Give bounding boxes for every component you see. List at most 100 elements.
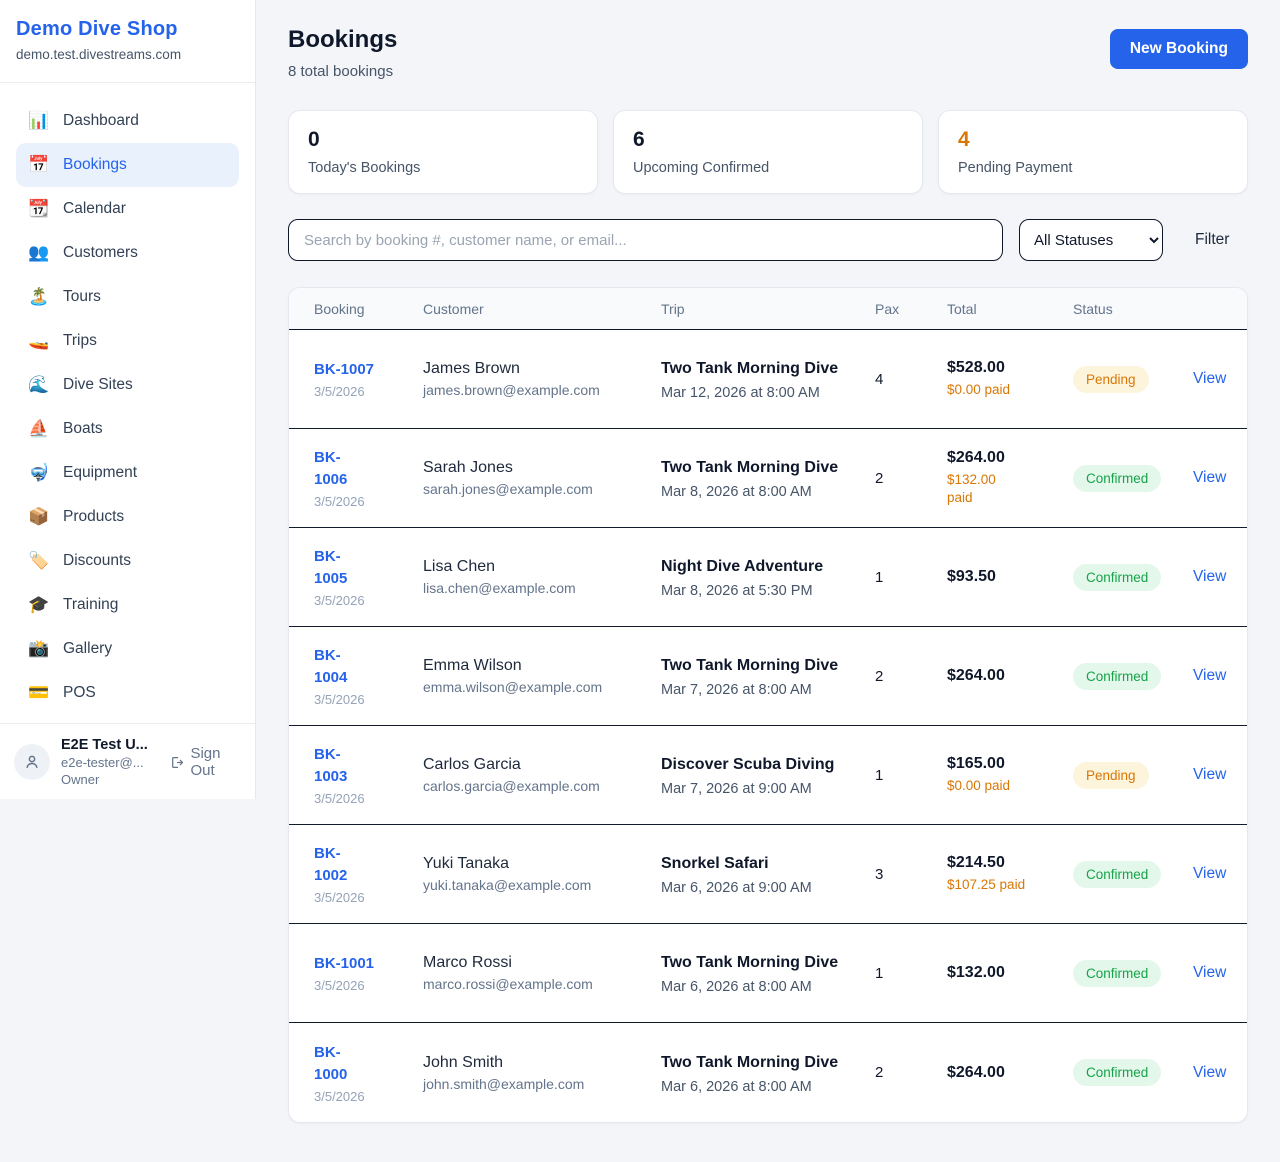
booking-date: 3/5/2026 <box>314 593 365 608</box>
total-amount: $264.00 <box>947 667 1005 684</box>
view-link[interactable]: View <box>1193 469 1227 486</box>
booking-id-link[interactable]: BK- 1003 <box>314 746 348 785</box>
filter-button[interactable]: Filter <box>1195 231 1230 248</box>
trip-name: Two Tank Morning Dive <box>661 459 839 476</box>
sidebar-item-boats[interactable]: ⛵ Boats <box>16 407 239 451</box>
sidebar-item-label: Bookings <box>63 156 127 173</box>
booking-id-link[interactable]: BK- 1002 <box>314 845 348 884</box>
wave-icon: 🌊 <box>28 375 50 394</box>
booking-date: 3/5/2026 <box>314 978 365 993</box>
booking-id-link[interactable]: BK- 1004 <box>314 647 348 686</box>
package-icon: 📦 <box>28 507 50 526</box>
pax-count: 2 <box>875 667 884 685</box>
booking-id-link[interactable]: BK- 1005 <box>314 548 348 587</box>
sidebar-item-pos[interactable]: 💳 POS <box>16 671 239 715</box>
sidebar-item-label: Tours <box>63 288 101 305</box>
booking-date: 3/5/2026 <box>314 1088 365 1104</box>
view-link[interactable]: View <box>1193 370 1227 387</box>
stat-label: Today's Bookings <box>308 160 421 176</box>
trip-datetime: Mar 12, 2026 at 8:00 AM <box>661 385 820 401</box>
sidebar-item-products[interactable]: 📦 Products <box>16 495 239 539</box>
sidebar-item-label: Gallery <box>63 640 113 657</box>
status-badge: Confirmed <box>1073 959 1162 987</box>
trip-name: Two Tank Morning Dive <box>661 360 839 377</box>
customer-email: james.brown@example.com <box>423 382 600 398</box>
customer-email: john.smith@example.com <box>423 1075 585 1092</box>
sidebar-item-label: Boats <box>63 420 103 437</box>
sidebar-item-bookings[interactable]: 📅 Bookings <box>16 143 239 187</box>
trip-name: Night Dive Adventure <box>661 558 824 575</box>
sign-out-button[interactable]: Sign Out <box>169 745 241 779</box>
customer-name: Carlos Garcia <box>423 756 521 773</box>
status-badge: Confirmed <box>1073 563 1162 591</box>
credit-card-icon: 💳 <box>28 683 50 702</box>
search-input[interactable] <box>288 219 1003 261</box>
calendar-icon: 📆 <box>28 199 50 218</box>
status-badge: Confirmed <box>1073 662 1162 690</box>
total-amount: $214.50 <box>947 854 1005 871</box>
sidebar-item-label: Discounts <box>63 552 132 569</box>
stats-cards: 0 Today's Bookings 6 Upcoming Confirmed … <box>288 110 1248 194</box>
table-row: BK- 1006 3/5/2026 Sarah Jones sarah.jone… <box>289 429 1247 528</box>
brand-domain: demo.test.divestreams.com <box>16 47 182 62</box>
trip-datetime: Mar 7, 2026 at 8:00 AM <box>661 682 812 698</box>
user-info: E2E Test U... e2e-tester@... Owner <box>61 737 156 787</box>
booking-id-link[interactable]: BK- 1006 <box>314 449 348 488</box>
stat-value: 6 <box>633 128 645 151</box>
status-badge: Pending <box>1073 365 1149 393</box>
booking-date: 3/5/2026 <box>314 890 365 905</box>
table-row: BK- 1004 3/5/2026 Emma Wilson emma.wilso… <box>289 627 1247 726</box>
table-row: BK- 1000 3/5/2026 John Smith john.smith@… <box>289 1023 1247 1122</box>
sidebar-item-gallery[interactable]: 📸 Gallery <box>16 627 239 671</box>
sidebar-item-customers[interactable]: 👥 Customers <box>16 231 239 275</box>
logout-icon <box>171 756 183 768</box>
trip-datetime: Mar 6, 2026 at 8:00 AM <box>661 1078 812 1095</box>
sidebar-item-dashboard[interactable]: 📊 Dashboard <box>16 99 239 143</box>
status-filter-select[interactable]: All Statuses <box>1019 219 1163 261</box>
total-amount: $165.00 <box>947 755 1005 772</box>
sidebar-item-calendar[interactable]: 📆 Calendar <box>16 187 239 231</box>
user-email: e2e-tester@... <box>61 755 144 770</box>
paid-amount: $0.00 paid <box>947 778 1011 793</box>
sidebar-item-label: Training <box>63 596 119 613</box>
sidebar-item-label: Customers <box>63 244 138 261</box>
booking-id-link[interactable]: BK-1007 <box>314 361 375 378</box>
customer-email: carlos.garcia@example.com <box>423 778 600 794</box>
trip-name: Two Tank Morning Dive <box>661 954 839 971</box>
status-badge: Pending <box>1073 761 1149 789</box>
column-header-total: Total <box>947 300 977 317</box>
total-amount: $528.00 <box>947 359 1005 376</box>
booking-id-link[interactable]: BK-1001 <box>314 955 375 972</box>
table-row: BK-1007 3/5/2026 James Brown james.brown… <box>289 330 1247 429</box>
customer-email: sarah.jones@example.com <box>423 481 593 497</box>
sidebar-item-equipment[interactable]: 🤿 Equipment <box>16 451 239 495</box>
view-link[interactable]: View <box>1193 766 1227 783</box>
sidebar-item-trips[interactable]: 🚤 Trips <box>16 319 239 363</box>
view-link[interactable]: View <box>1193 1063 1227 1081</box>
sidebar: Demo Dive Shop demo.test.divestreams.com… <box>0 0 256 799</box>
status-badge: Confirmed <box>1073 860 1162 888</box>
booking-id-link[interactable]: BK- 1000 <box>314 1043 348 1083</box>
view-link[interactable]: View <box>1193 865 1227 882</box>
sidebar-item-label: Equipment <box>63 464 138 481</box>
main-content: Bookings 8 total bookings New Booking 0 … <box>256 0 1280 1153</box>
new-booking-button[interactable]: New Booking <box>1109 29 1248 69</box>
bookings-table: Booking Customer Trip Pax Total Status B… <box>288 287 1248 1123</box>
sidebar-item-dive-sites[interactable]: 🌊 Dive Sites <box>16 363 239 407</box>
total-amount: $264.00 <box>947 449 1005 466</box>
sidebar-item-discounts[interactable]: 🏷️ Discounts <box>16 539 239 583</box>
sidebar-item-tours[interactable]: 🏝️ Tours <box>16 275 239 319</box>
view-link[interactable]: View <box>1193 667 1227 684</box>
stat-label: Upcoming Confirmed <box>633 160 770 176</box>
view-link[interactable]: View <box>1193 964 1227 981</box>
customer-name: John Smith <box>423 1053 504 1071</box>
tag-icon: 🏷️ <box>28 551 50 570</box>
pax-count: 4 <box>875 370 884 388</box>
customer-name: Emma Wilson <box>423 657 522 674</box>
customer-name: Sarah Jones <box>423 459 513 476</box>
view-link[interactable]: View <box>1193 568 1227 585</box>
sidebar-item-training[interactable]: 🎓 Training <box>16 583 239 627</box>
trip-name: Two Tank Morning Dive <box>661 1053 839 1071</box>
pax-count: 3 <box>875 865 884 883</box>
booking-date: 3/5/2026 <box>314 384 365 399</box>
